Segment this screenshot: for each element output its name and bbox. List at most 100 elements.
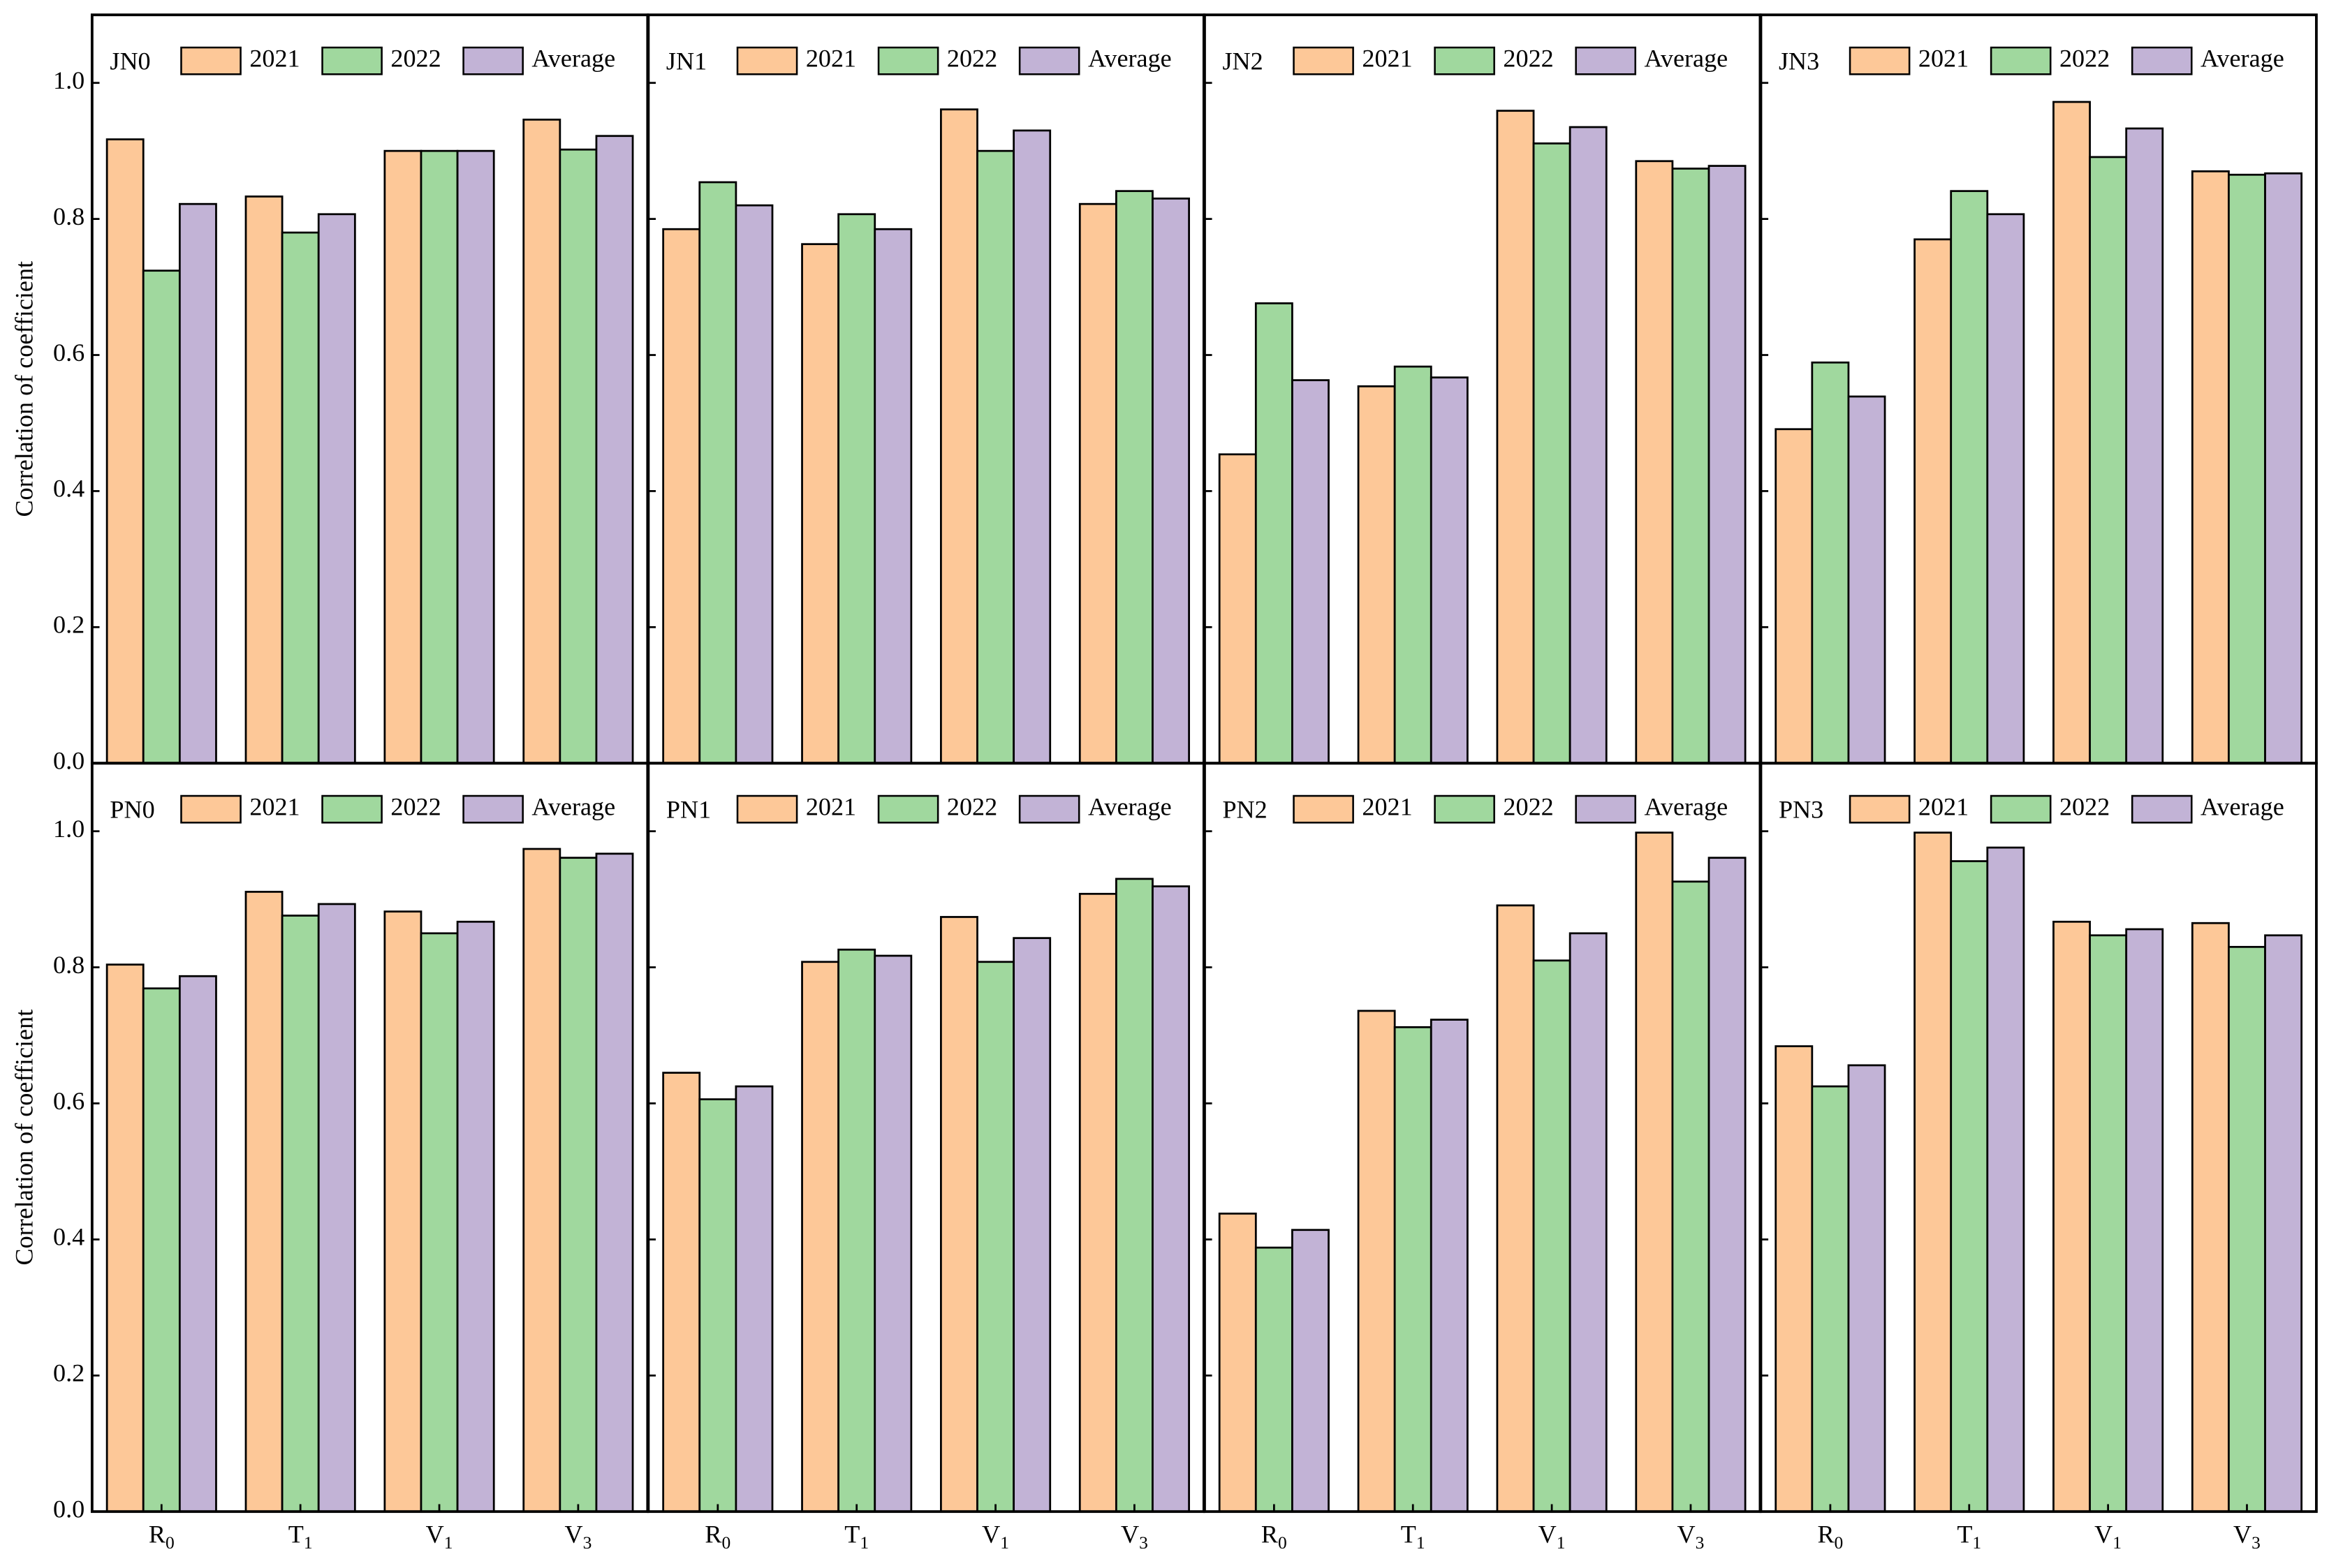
bar [2191, 922, 2230, 1513]
legend-label: 2022 [947, 44, 997, 72]
bar [1671, 880, 1710, 1513]
x-tick-label: R0 [1817, 1521, 1843, 1553]
bar [837, 948, 876, 1513]
bar [2052, 920, 2091, 1513]
bar [522, 118, 561, 764]
bar [735, 1085, 774, 1513]
bar [383, 910, 423, 1513]
bar [1078, 892, 1117, 1513]
bar [698, 181, 737, 764]
bar [142, 269, 181, 764]
bar [383, 149, 423, 764]
bar [244, 891, 284, 1513]
bar [976, 961, 1015, 1513]
legend-label: 2021 [806, 44, 856, 72]
panel-title: PN2 [1222, 796, 1267, 824]
legend-swatch [1018, 46, 1080, 75]
bar [2228, 945, 2266, 1513]
legend-swatch [321, 794, 383, 824]
panel-title: JN3 [1779, 47, 1819, 75]
bar [662, 1072, 701, 1513]
bar [1950, 190, 1989, 764]
legend-label: Average [1088, 44, 1172, 72]
y-tick-label: 0.4 [53, 475, 85, 503]
legend-label: 2021 [249, 44, 300, 72]
bar [105, 963, 145, 1513]
bar [698, 1098, 737, 1513]
x-tick-label: V1 [2094, 1521, 2122, 1553]
bar [1496, 110, 1535, 764]
x-tick-label: V3 [1677, 1521, 1705, 1553]
bar [1152, 198, 1190, 764]
bar [801, 243, 840, 764]
bar [317, 903, 356, 1513]
x-tick-label: R0 [705, 1521, 730, 1553]
panel-title: PN0 [110, 796, 154, 824]
bar [178, 202, 217, 764]
legend-swatch [180, 46, 242, 75]
legend-swatch [1434, 46, 1495, 75]
y-tick-label: 0.2 [53, 1359, 85, 1387]
legend-swatch [1293, 46, 1354, 75]
bar [1430, 376, 1469, 764]
bar [2264, 172, 2303, 764]
legend-label: 2022 [947, 792, 997, 820]
bar [1496, 904, 1535, 1513]
legend-label: 2021 [806, 792, 856, 820]
legend-swatch [1575, 46, 1637, 75]
legend-label: Average [1644, 792, 1728, 820]
bar [281, 915, 320, 1513]
legend-label: Average [1088, 792, 1172, 820]
legend-label: Average [2201, 792, 2284, 820]
bar [559, 148, 598, 764]
bar [2089, 156, 2128, 764]
panel-title: JN2 [1222, 47, 1263, 75]
legend-swatch [462, 46, 524, 75]
bar [874, 228, 913, 764]
legend-label: 2022 [390, 44, 441, 72]
bar [2125, 928, 2164, 1513]
bar [1775, 428, 1814, 764]
panel-title: JN1 [666, 47, 707, 75]
legend-label: 2021 [249, 792, 300, 820]
y-tick-label: 0.0 [53, 747, 85, 775]
y-tick-label: 0.8 [53, 202, 85, 230]
legend-swatch [877, 46, 939, 75]
bar [1254, 1246, 1293, 1513]
legend-label: 2022 [2059, 44, 2110, 72]
bar [178, 975, 217, 1513]
bar [801, 961, 840, 1513]
bar [522, 848, 561, 1513]
y-tick-label: 0.2 [53, 611, 85, 639]
bar [1568, 126, 1608, 764]
bar [1913, 831, 1953, 1513]
bar [142, 987, 181, 1513]
bar [1635, 831, 1674, 1513]
bar [2264, 934, 2303, 1513]
bar [1115, 190, 1154, 764]
panel-title: PN3 [1779, 796, 1823, 824]
bar [1013, 129, 1052, 764]
x-tick-label: T1 [288, 1521, 313, 1553]
bar [1811, 361, 1850, 764]
y-tick-label: 0.6 [53, 339, 85, 367]
bar [1152, 885, 1190, 1513]
y-tick-label: 0.6 [53, 1087, 85, 1115]
legend-label: 2022 [2059, 792, 2110, 820]
legend-swatch [180, 794, 242, 824]
legend-swatch [1575, 794, 1637, 824]
legend-label: Average [531, 44, 615, 72]
y-tick-label: 1.0 [53, 66, 85, 94]
bar [1078, 202, 1117, 764]
bar [1430, 1019, 1469, 1513]
legend-label: 2022 [1503, 792, 1553, 820]
bar [1393, 1026, 1432, 1513]
bar [662, 228, 701, 764]
legend-label: 2021 [1362, 792, 1412, 820]
y-tick-label: 0.8 [53, 951, 85, 979]
bar [2052, 101, 2091, 764]
legend-swatch [1018, 794, 1080, 824]
y-tick-label: 1.0 [53, 815, 85, 843]
bar [244, 195, 284, 764]
bar [1671, 168, 1710, 764]
